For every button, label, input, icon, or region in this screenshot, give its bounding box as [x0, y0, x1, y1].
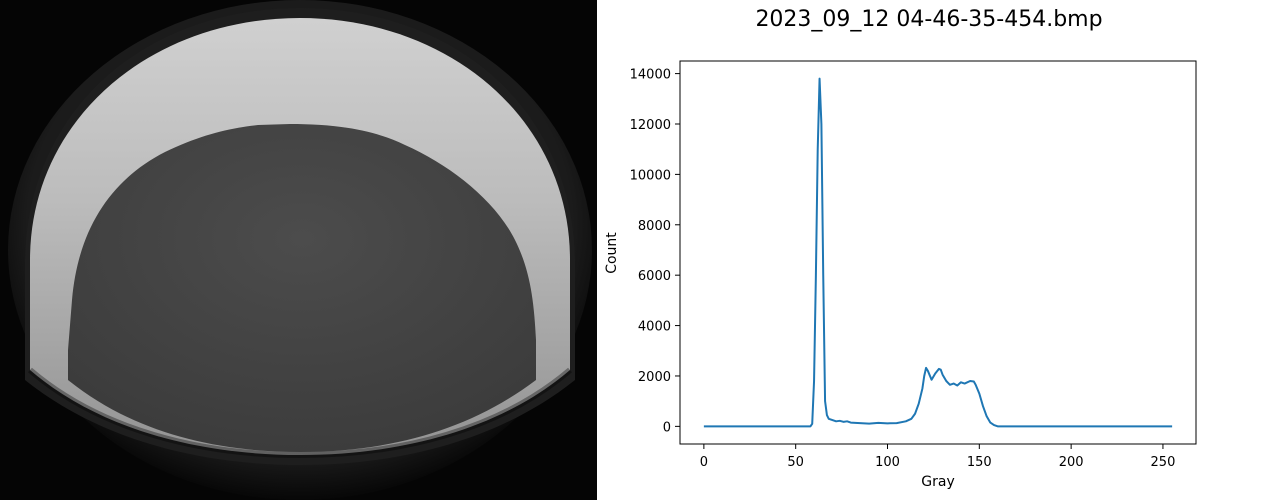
histogram-chart: 2023_09_12 04-46-35-454.bmp 0 50 100 150 200…	[604, 7, 1197, 490]
x-tick-label: 200	[1059, 455, 1084, 470]
x-tick-label: 100	[875, 455, 900, 470]
x-axis: 0 50 100 150 200 250	[700, 444, 1176, 470]
x-axis-label: Gray	[921, 474, 954, 490]
y-tick-label: 0	[663, 420, 671, 435]
chart-title: 2023_09_12 04-46-35-454.bmp	[755, 7, 1102, 32]
y-tick-label: 10000	[630, 168, 671, 183]
x-tick-label: 250	[1151, 455, 1176, 470]
y-tick-label: 8000	[638, 219, 671, 234]
x-tick-label: 150	[967, 455, 992, 470]
x-tick-label: 50	[787, 455, 804, 470]
histogram-plot: 2023_09_12 04-46-35-454.bmp 0 50 100 150 200…	[597, 0, 1263, 500]
y-axis-label: Count	[604, 232, 620, 274]
x-tick-label: 0	[700, 455, 708, 470]
y-tick-label: 4000	[638, 320, 671, 335]
y-tick-label: 2000	[638, 370, 671, 385]
y-axis: 0 2000 4000 6000 8000 10000 12000 14000	[630, 68, 680, 435]
histogram-line	[703, 77, 1173, 428]
dark-region	[68, 124, 536, 452]
y-tick-label: 6000	[638, 269, 671, 284]
y-tick-label: 14000	[630, 68, 671, 83]
plot-frame	[679, 60, 1197, 445]
grayscale-image	[0, 0, 597, 500]
y-tick-label: 12000	[630, 118, 671, 133]
series-layer	[703, 77, 1173, 428]
image-render	[0, 0, 597, 500]
